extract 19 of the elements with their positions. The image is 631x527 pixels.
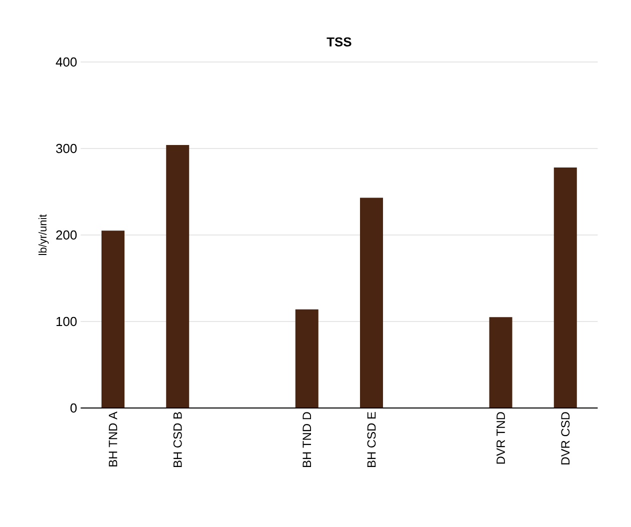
- bar: [166, 145, 190, 408]
- bar: [102, 230, 124, 408]
- y-tick-label: 400: [56, 57, 77, 67]
- x-tick-label: DVR TND: [496, 412, 505, 464]
- y-tick-label: 200: [56, 230, 77, 240]
- bar: [554, 168, 577, 408]
- bar: [360, 198, 384, 408]
- bar: [295, 309, 318, 408]
- x-tick-label: DVR CSD: [561, 412, 570, 464]
- x-tick-label: BH TND A: [108, 412, 118, 466]
- chart-title: TSS: [326, 37, 352, 46]
- y-axis-title: lb/yr/unit: [38, 214, 49, 255]
- bar: [489, 317, 512, 408]
- y-tick-label: 300: [56, 144, 77, 154]
- y-tick-label: 100: [56, 316, 77, 326]
- x-tick-label: BH CSD B: [173, 412, 182, 467]
- x-tick-label: BH TND D: [302, 412, 311, 467]
- x-tick-label: BH CSD E: [367, 412, 376, 467]
- y-tick-label: 0: [70, 403, 77, 413]
